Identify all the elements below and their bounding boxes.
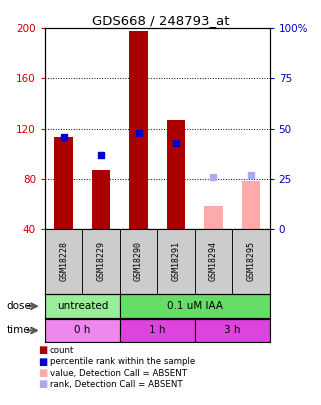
- Bar: [120, 319, 195, 342]
- Bar: [204, 206, 223, 229]
- Text: untreated: untreated: [57, 301, 108, 311]
- Bar: [195, 319, 270, 342]
- Bar: [82, 229, 120, 294]
- Text: ■: ■: [39, 345, 48, 355]
- Text: GSM18229: GSM18229: [97, 241, 106, 281]
- Text: 0 h: 0 h: [74, 326, 91, 335]
- Text: 1 h: 1 h: [149, 326, 166, 335]
- Text: GSM18290: GSM18290: [134, 241, 143, 281]
- Text: count: count: [50, 346, 74, 355]
- Bar: [45, 229, 82, 294]
- Text: rank, Detection Call = ABSENT: rank, Detection Call = ABSENT: [50, 380, 182, 389]
- Text: 3 h: 3 h: [224, 326, 240, 335]
- Bar: [167, 120, 185, 229]
- Text: ■: ■: [39, 368, 48, 378]
- Text: 0.1 uM IAA: 0.1 uM IAA: [167, 301, 223, 311]
- Bar: [54, 137, 73, 229]
- Bar: [120, 229, 157, 294]
- Text: ■: ■: [39, 357, 48, 367]
- Text: percentile rank within the sample: percentile rank within the sample: [50, 357, 195, 366]
- Bar: [232, 229, 270, 294]
- Text: GSM18294: GSM18294: [209, 241, 218, 281]
- Bar: [120, 294, 270, 318]
- Text: dose: dose: [6, 301, 31, 311]
- Bar: [242, 181, 260, 229]
- Bar: [45, 319, 120, 342]
- Bar: [92, 170, 110, 229]
- Text: GSM18291: GSM18291: [171, 241, 180, 281]
- Bar: [195, 229, 232, 294]
- Text: GDS668 / 248793_at: GDS668 / 248793_at: [92, 14, 229, 27]
- Bar: [157, 229, 195, 294]
- Text: value, Detection Call = ABSENT: value, Detection Call = ABSENT: [50, 369, 187, 377]
- Bar: [45, 294, 120, 318]
- Text: GSM18228: GSM18228: [59, 241, 68, 281]
- Bar: [129, 31, 148, 229]
- Text: time: time: [6, 326, 30, 335]
- Text: GSM18295: GSM18295: [247, 241, 256, 281]
- Text: ■: ■: [39, 379, 48, 389]
